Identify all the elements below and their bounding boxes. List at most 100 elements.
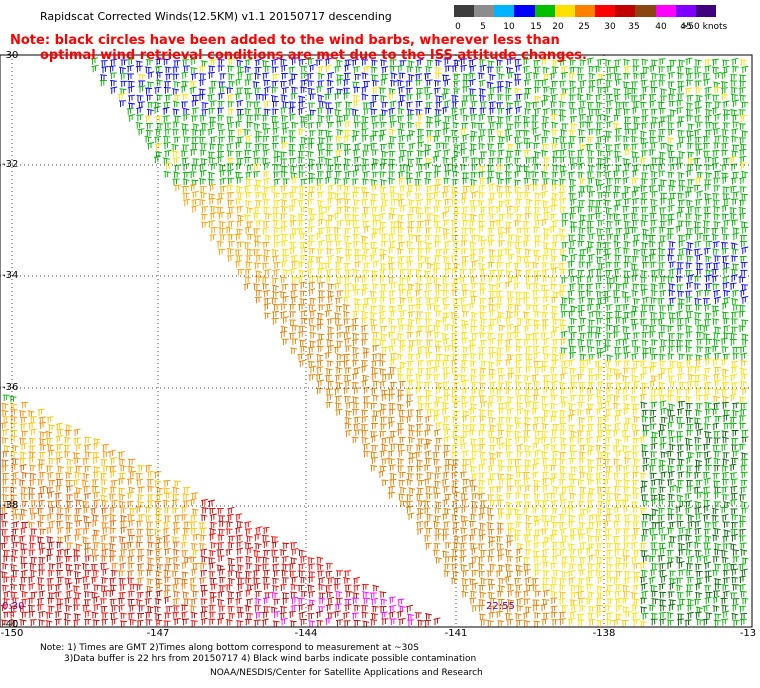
- wind-barb: [515, 339, 523, 346]
- wind-barb: [524, 353, 532, 360]
- wind-barb: [271, 297, 279, 305]
- wind-barb: [613, 204, 621, 212]
- wind-barb: [595, 282, 603, 290]
- wind-barb: [703, 423, 711, 430]
- wind-barb: [489, 86, 497, 95]
- wind-barb: [344, 422, 352, 430]
- wind-barb: [630, 310, 638, 318]
- wind-barb: [533, 620, 541, 628]
- wind-barb: [280, 220, 288, 228]
- wind-barb: [405, 394, 414, 402]
- wind-barb: [361, 288, 368, 296]
- wind-barb: [703, 505, 711, 513]
- wind-barb: [594, 373, 602, 381]
- wind-barb: [145, 590, 153, 598]
- wind-barb: [406, 184, 414, 192]
- wind-barb: [405, 87, 413, 95]
- wind-barb: [434, 120, 442, 128]
- wind-barb: [390, 443, 398, 451]
- wind-barb: [531, 401, 539, 409]
- wind-barb: [478, 113, 486, 122]
- wind-barb: [730, 326, 738, 333]
- wind-barb: [416, 241, 424, 248]
- wind-barb: [605, 465, 613, 473]
- wind-barb: [622, 205, 630, 213]
- wind-barb: [425, 486, 433, 493]
- wind-barb: [372, 380, 380, 388]
- wind-barb: [74, 592, 82, 599]
- wind-barb: [488, 107, 496, 115]
- wind-barb: [597, 429, 605, 437]
- wind-barb: [64, 514, 72, 522]
- wind-barb: [731, 437, 739, 445]
- wind-barb: [298, 269, 306, 277]
- wind-barb: [613, 296, 621, 304]
- wind-barb: [504, 227, 512, 235]
- wind-barb: [677, 613, 685, 620]
- wind-barb: [101, 548, 109, 557]
- wind-barb: [687, 157, 695, 165]
- wind-barb: [236, 177, 244, 184]
- wind-barb: [370, 179, 378, 186]
- wind-barb: [685, 541, 693, 549]
- wind-barb: [127, 94, 136, 102]
- wind-barb: [189, 577, 197, 585]
- wind-barb: [399, 149, 407, 157]
- wind-barb: [189, 86, 197, 95]
- wind-barb: [614, 177, 622, 185]
- wind-barb: [506, 477, 514, 486]
- wind-barb: [54, 492, 62, 500]
- wind-barb: [209, 234, 217, 242]
- wind-barb: [326, 79, 334, 87]
- wind-barb: [138, 74, 146, 81]
- wind-barb: [550, 204, 558, 212]
- wind-barb: [333, 583, 341, 591]
- wind-barb: [504, 199, 512, 207]
- wind-barb: [171, 494, 180, 501]
- wind-barb: [388, 128, 396, 136]
- wind-barb: [605, 107, 613, 115]
- wind-barb: [261, 556, 270, 564]
- wind-barb: [398, 618, 406, 626]
- wind-barb: [11, 528, 19, 536]
- wind-barb: [325, 143, 333, 151]
- wind-barb: [631, 255, 639, 263]
- wind-barb: [460, 128, 468, 136]
- wind-barb: [462, 219, 470, 227]
- wind-barb: [432, 452, 440, 459]
- wind-barb: [586, 185, 594, 192]
- wind-barb: [605, 66, 613, 74]
- wind-barb: [541, 143, 550, 151]
- wind-barb: [245, 135, 253, 143]
- wind-barb: [226, 93, 234, 102]
- wind-barb: [424, 219, 432, 227]
- wind-barb: [524, 345, 533, 353]
- wind-barb: [740, 284, 749, 291]
- wind-barb: [622, 282, 630, 290]
- wind-barb: [47, 597, 55, 605]
- wind-barb: [478, 472, 486, 480]
- wind-barb: [569, 275, 577, 283]
- wind-barb: [442, 416, 451, 423]
- wind-barb: [180, 101, 188, 108]
- wind-barb: [326, 345, 334, 353]
- wind-barb: [741, 429, 749, 437]
- wind-barb: [324, 584, 333, 592]
- wind-barb: [236, 214, 244, 222]
- wind-barb: [442, 219, 450, 227]
- wind-barb: [731, 311, 739, 319]
- wind-barb: [181, 71, 189, 79]
- wind-barb: [55, 444, 63, 451]
- wind-barb: [488, 548, 496, 557]
- wind-barb: [704, 164, 712, 171]
- wind-barb: [513, 324, 521, 333]
- wind-barb: [560, 605, 568, 612]
- wind-barb: [172, 486, 180, 494]
- wind-barb: [469, 248, 477, 256]
- wind-barb: [344, 570, 352, 578]
- wind-barb: [433, 297, 441, 304]
- wind-barb: [371, 372, 379, 381]
- wind-barb: [477, 493, 485, 501]
- wind-barb: [478, 479, 486, 487]
- wind-barb: [362, 591, 370, 598]
